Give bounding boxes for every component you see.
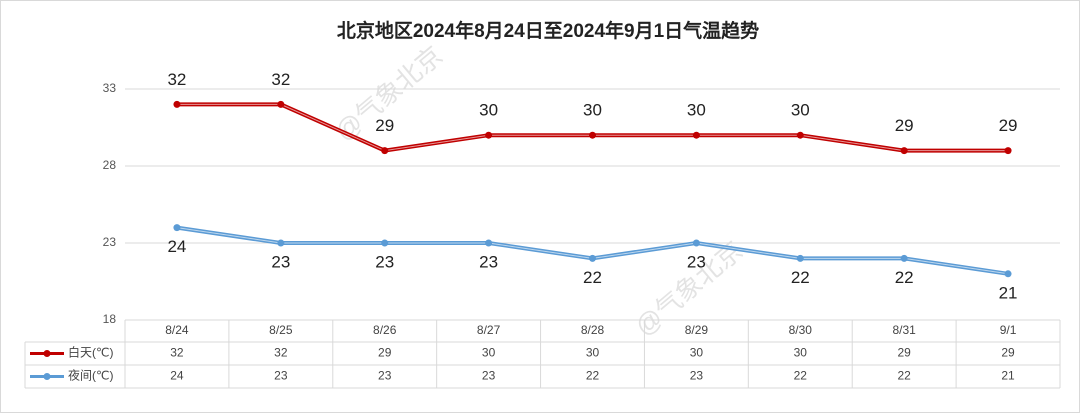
legend-label: 夜间(℃) bbox=[68, 368, 113, 383]
point bbox=[692, 131, 700, 139]
y-tick-label: 23 bbox=[103, 235, 117, 249]
data-label: 30 bbox=[791, 101, 810, 120]
point bbox=[796, 131, 804, 139]
data-label: 30 bbox=[479, 101, 498, 120]
point bbox=[1004, 270, 1012, 278]
x-tick-label: 8/31 bbox=[892, 323, 916, 337]
table-value: 23 bbox=[690, 369, 704, 383]
table-value: 29 bbox=[1001, 346, 1015, 360]
data-label: 21 bbox=[999, 283, 1018, 302]
table-value: 23 bbox=[482, 369, 496, 383]
y-tick-label: 33 bbox=[103, 81, 117, 95]
x-tick-label: 8/26 bbox=[373, 323, 397, 337]
point bbox=[277, 239, 285, 247]
data-label: 30 bbox=[583, 101, 602, 120]
table-value: 29 bbox=[378, 346, 392, 360]
data-label: 29 bbox=[895, 116, 914, 135]
data-label: 23 bbox=[479, 252, 498, 271]
table-value: 24 bbox=[170, 369, 184, 383]
data-label: 23 bbox=[687, 252, 706, 271]
data-label: 22 bbox=[895, 268, 914, 287]
point bbox=[485, 239, 493, 247]
data-label: 22 bbox=[791, 268, 810, 287]
y-tick-label: 28 bbox=[103, 158, 117, 172]
data-label: 29 bbox=[999, 116, 1018, 135]
data-label: 32 bbox=[167, 70, 186, 89]
table-value: 22 bbox=[897, 369, 911, 383]
x-tick-label: 8/28 bbox=[581, 323, 605, 337]
y-tick-label: 18 bbox=[103, 312, 117, 326]
data-label: 29 bbox=[375, 116, 394, 135]
data-label: 32 bbox=[271, 70, 290, 89]
x-tick-label: 8/27 bbox=[477, 323, 501, 337]
table-value: 22 bbox=[794, 369, 808, 383]
data-label: 23 bbox=[271, 252, 290, 271]
table-value: 21 bbox=[1001, 369, 1015, 383]
legend-label: 白天(℃) bbox=[68, 345, 113, 360]
data-label: 24 bbox=[167, 237, 186, 256]
legend-marker bbox=[43, 373, 51, 380]
table-value: 23 bbox=[274, 369, 288, 383]
legend-marker bbox=[43, 350, 51, 357]
x-tick-label: 8/24 bbox=[165, 323, 189, 337]
table-value: 30 bbox=[690, 346, 704, 360]
table-value: 30 bbox=[482, 346, 496, 360]
point bbox=[1004, 147, 1012, 155]
x-tick-label: 8/29 bbox=[685, 323, 709, 337]
point bbox=[589, 254, 596, 262]
data-label: 22 bbox=[583, 268, 602, 287]
x-tick-label: 9/1 bbox=[1000, 323, 1017, 337]
point bbox=[173, 224, 181, 232]
x-tick-label: 8/30 bbox=[789, 323, 813, 337]
point bbox=[381, 239, 389, 247]
point bbox=[796, 254, 804, 262]
point bbox=[381, 147, 389, 155]
chart-title: 北京地区2024年8月24日至2024年9月1日气温趋势 bbox=[337, 19, 759, 42]
table-value: 32 bbox=[274, 346, 288, 360]
table-value: 30 bbox=[586, 346, 600, 360]
data-label: 23 bbox=[375, 252, 394, 271]
x-tick-label: 8/25 bbox=[269, 323, 293, 337]
table-value: 29 bbox=[897, 346, 911, 360]
point bbox=[900, 254, 908, 262]
table-value: 23 bbox=[378, 369, 392, 383]
table-value: 32 bbox=[170, 346, 184, 360]
table-value: 22 bbox=[586, 369, 600, 383]
point bbox=[589, 131, 596, 139]
data-label: 30 bbox=[687, 101, 706, 120]
point bbox=[173, 100, 181, 108]
point bbox=[485, 131, 493, 139]
table-value: 30 bbox=[794, 346, 808, 360]
point bbox=[900, 147, 908, 155]
point bbox=[277, 100, 285, 108]
point bbox=[692, 239, 700, 247]
